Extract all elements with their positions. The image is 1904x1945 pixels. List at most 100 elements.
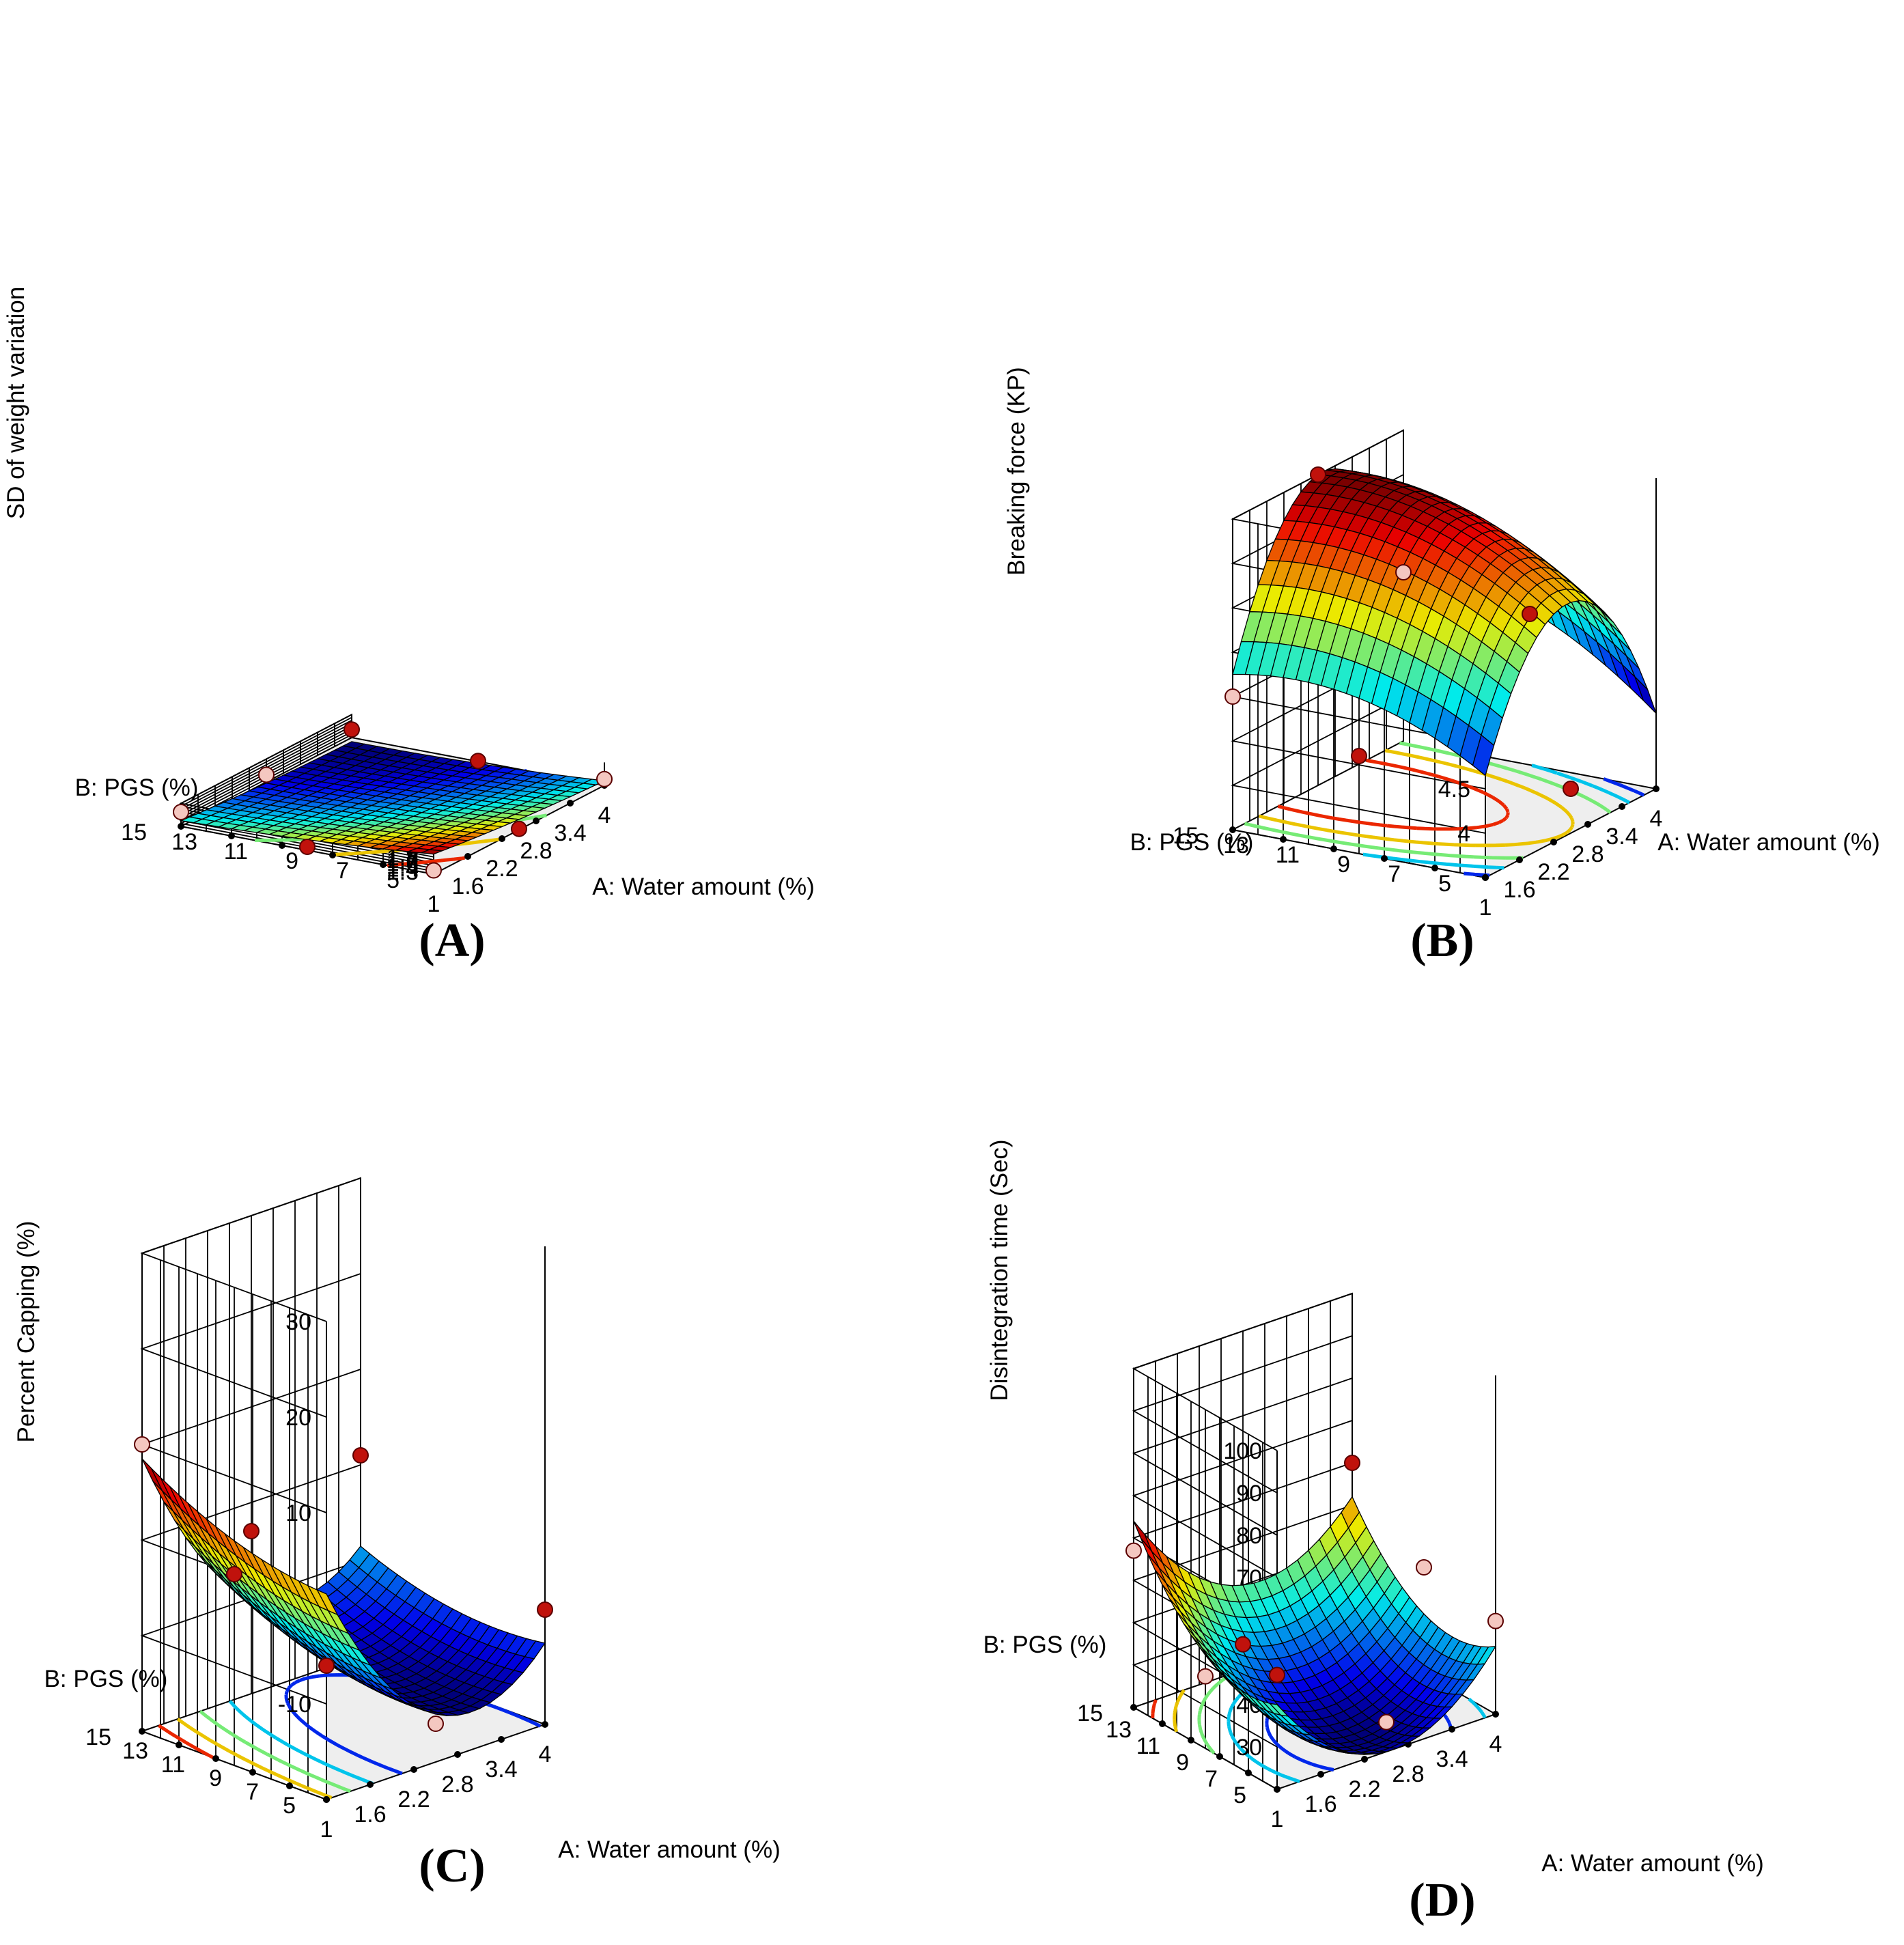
wall-gridline [1132, 1377, 1353, 1536]
y-axis-title: B: PGS (%) [44, 1666, 168, 1692]
design-point [173, 804, 189, 820]
response-surface [1133, 1496, 1497, 1755]
design-point [352, 1447, 369, 1464]
y-tick-mark [1482, 874, 1489, 881]
z-axis-title: Percent Capping (%) [13, 1221, 40, 1443]
y-tick-label: 5 [1438, 871, 1451, 897]
y-tick-label: 9 [209, 1765, 222, 1791]
x-tick-label: 2.2 [397, 1787, 430, 1813]
x-tick-label: 1.6 [1503, 877, 1535, 903]
x-tick-label: 2.8 [441, 1772, 473, 1797]
y-tick-label: 7 [1388, 861, 1401, 887]
wall-gridline [140, 1273, 361, 1418]
contour-line [176, 1718, 333, 1800]
y-tick-mark [228, 832, 235, 839]
response-surface [179, 741, 606, 855]
y-tick-mark [1381, 855, 1388, 862]
design-point [1563, 781, 1579, 797]
y-tick-label: 5 [1233, 1782, 1246, 1808]
y-tick-mark [329, 852, 336, 858]
contour-line [1362, 764, 1631, 870]
design-point [1487, 1612, 1504, 1629]
x-tick-label: 4 [1489, 1731, 1502, 1757]
y-tick-label: 15 [1077, 1701, 1103, 1726]
x-tick-label: 2.8 [1392, 1761, 1424, 1787]
y-tick-mark [380, 861, 387, 868]
x-tick-label: 4 [598, 802, 611, 828]
panel-label: (B) [1410, 914, 1474, 967]
z-tick-label: 10 [285, 1500, 311, 1526]
panel-label: (C) [419, 1840, 485, 1892]
y-tick-mark [1280, 836, 1287, 843]
y-tick-label: 15 [121, 820, 147, 845]
design-point [226, 1566, 242, 1582]
wall-gridline [1132, 1420, 1353, 1578]
x-tick-mark [498, 1736, 505, 1743]
design-point [511, 820, 527, 837]
surface-facet [1472, 734, 1495, 776]
x-axis-title: A: Water amount (%) [592, 873, 814, 900]
x-axis-title: A: Water amount (%) [558, 1836, 780, 1863]
x-axis-title: A: Water amount (%) [1541, 1850, 1763, 1877]
panel-label: (D) [1409, 1874, 1475, 1927]
axis-titles: A: Water amount (%) B: PGS (%) Disintegrat… [983, 1139, 1764, 1877]
y-tick-mark [286, 1782, 293, 1789]
contour-line [1151, 1699, 1158, 1718]
x-tick-label: 1 [1479, 895, 1492, 921]
z-axis-title: Disintegration time (Sec) [986, 1139, 1013, 1401]
y-tick-label: 11 [224, 839, 248, 865]
axis-titles: A: Water amount (%) B: PGS (%) Breaking fo… [1003, 367, 1880, 856]
x-tick-mark [1653, 785, 1660, 792]
contour-line [1244, 741, 1612, 860]
design-point [425, 862, 442, 879]
surface-facet [1268, 1703, 1289, 1717]
z-tick-label: 80 [1236, 1523, 1262, 1549]
floor-contours [1244, 741, 1645, 878]
design-point [1235, 1636, 1251, 1653]
x-tick-mark [499, 835, 505, 842]
y-tick-label: 5 [387, 867, 400, 893]
y-tick-mark [1159, 1720, 1166, 1727]
design-point [1125, 1542, 1142, 1559]
y-tick-mark [212, 1755, 219, 1762]
y-tick-label: 7 [336, 858, 349, 884]
z-tick-label: 20 [285, 1405, 311, 1431]
y-tick-label: 15 [1173, 823, 1199, 849]
contour-line [199, 1709, 352, 1793]
z-tick-label: 4.5 [1438, 776, 1470, 802]
surface-facet [421, 849, 443, 855]
y-tick-label: 13 [122, 1738, 148, 1764]
tick-labels: 11.62.22.83.4457911131530405060708090100 [1077, 1438, 1502, 1832]
design-point [1269, 1666, 1285, 1683]
y-tick-mark [139, 1728, 145, 1735]
z-tick-label: 30 [1236, 1735, 1262, 1761]
x-tick-mark [533, 817, 540, 824]
y-tick-label: 5 [283, 1793, 296, 1819]
design-point [243, 1523, 260, 1539]
y-tick-mark [323, 1796, 330, 1803]
y-tick-label: 9 [1337, 852, 1350, 878]
contour-line [158, 1724, 214, 1759]
design-point [1224, 688, 1241, 705]
y-tick-mark [1245, 1769, 1252, 1776]
design-point [428, 1716, 444, 1732]
x-tick-mark [454, 1751, 461, 1758]
y-axis-title: B: PGS (%) [1130, 829, 1254, 856]
y-tick-label: 13 [1106, 1717, 1132, 1743]
design-point [596, 770, 613, 787]
wall-gridline [140, 1177, 361, 1322]
x-tick-mark [1317, 1771, 1324, 1778]
x-tick-mark [1492, 1711, 1499, 1718]
panel-label: (A) [419, 914, 485, 967]
floor-contours [158, 1673, 542, 1800]
y-tick-mark [176, 1741, 182, 1748]
y-tick-mark [279, 842, 285, 849]
y-tick-label: 7 [246, 1779, 259, 1805]
y-tick-label: 7 [1205, 1766, 1218, 1792]
x-tick-label: 1.6 [354, 1802, 386, 1828]
z-tick-label: 30 [285, 1309, 311, 1335]
z-tick-label: 1.4 [387, 856, 419, 882]
